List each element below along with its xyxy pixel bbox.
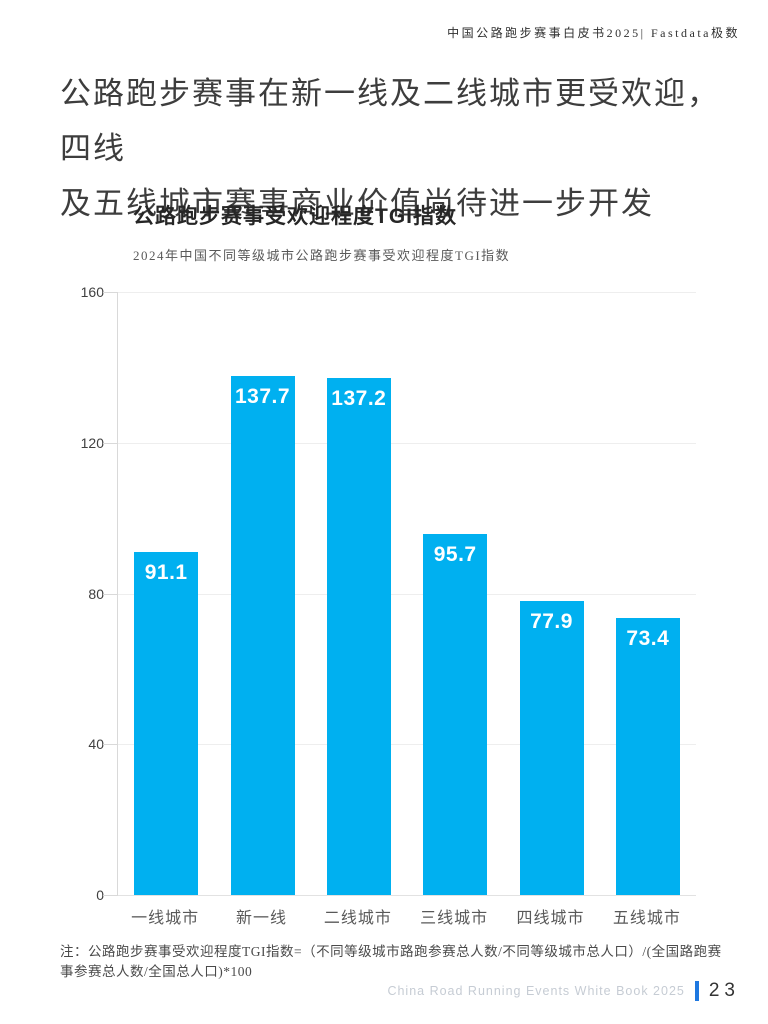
chart-bar: 91.1 bbox=[134, 551, 199, 895]
y-tick-label: 0 bbox=[96, 887, 104, 903]
chart-title: 公路跑步赛事受欢迎程度TGI指数 bbox=[133, 205, 457, 228]
grid-line bbox=[118, 292, 696, 293]
y-tick-mark bbox=[103, 895, 118, 896]
x-category-label: 二线城市 bbox=[323, 910, 392, 927]
y-axis-labels: 0 40 80 120 160 bbox=[52, 284, 104, 903]
x-category-label: 四线城市 bbox=[516, 910, 585, 927]
chart-bar: 95.7 bbox=[423, 534, 488, 895]
plot-area: 91.1 137.7 137.2 95.7 77.9 73.4 bbox=[103, 292, 696, 896]
page-title-line-2: 及五线城市赛事商业价值尚待进一步开发 bbox=[60, 186, 654, 221]
bar-value-label: 91.1 bbox=[144, 560, 188, 584]
y-tick-label: 80 bbox=[88, 585, 104, 602]
chart-bar: 137.7 bbox=[230, 376, 295, 895]
x-category-label: 五线城市 bbox=[612, 910, 681, 927]
grid-line bbox=[118, 744, 696, 746]
page-number: 23 bbox=[708, 980, 740, 1001]
chart-bar: 73.4 bbox=[615, 618, 680, 895]
page-title-line-1: 公路跑步赛事在新一线及二线城市更受欢迎，四线 bbox=[60, 76, 720, 166]
y-tick-label: 40 bbox=[88, 736, 104, 753]
bar-value-label: 73.4 bbox=[626, 627, 670, 651]
page-footer: China Road Running Events White Book 202… bbox=[387, 980, 740, 1002]
x-category-label: 一线城市 bbox=[131, 910, 200, 927]
bar-value-label: 77.9 bbox=[530, 610, 573, 634]
chart-bar: 77.9 bbox=[519, 601, 584, 895]
y-tick-mark bbox=[103, 744, 118, 746]
x-category-label: 三线城市 bbox=[420, 910, 489, 927]
page-number-accent-bar bbox=[694, 981, 699, 1001]
bar-value-label: 137.7 bbox=[234, 385, 291, 409]
grid-line bbox=[118, 442, 696, 444]
grid-line bbox=[118, 895, 696, 896]
y-tick-mark bbox=[103, 593, 118, 595]
y-tick-label: 120 bbox=[80, 434, 104, 451]
x-axis-labels: 一线城市 新一线 二线城市 三线城市 四线城市 五线城市 bbox=[117, 904, 695, 928]
x-category-label: 新一线 bbox=[235, 910, 288, 927]
chart-subtitle: 2024年中国不同等级城市公路跑步赛事受欢迎程度TGI指数 bbox=[133, 248, 511, 263]
page-title: 公路跑步赛事在新一线及二线城市更受欢迎，四线 及五线城市赛事商业价值尚待进一步开… bbox=[60, 66, 740, 231]
y-tick-mark bbox=[103, 442, 118, 444]
footnote: 注：公路跑步赛事受欢迎程度TGI指数=（不同等级城市路跑参赛总人数/不同等级城市… bbox=[60, 944, 722, 979]
grid-line bbox=[118, 593, 696, 595]
footer-text: China Road Running Events White Book 202… bbox=[387, 984, 685, 998]
bar-value-label: 95.7 bbox=[433, 543, 477, 567]
y-tick-mark bbox=[103, 292, 118, 293]
bar-value-label: 137.2 bbox=[331, 386, 387, 410]
chart-bar: 137.2 bbox=[326, 377, 391, 895]
document-header: 中国公路跑步赛事白皮书2025| Fastdata极数 bbox=[447, 26, 740, 40]
y-tick-label: 160 bbox=[80, 284, 104, 300]
